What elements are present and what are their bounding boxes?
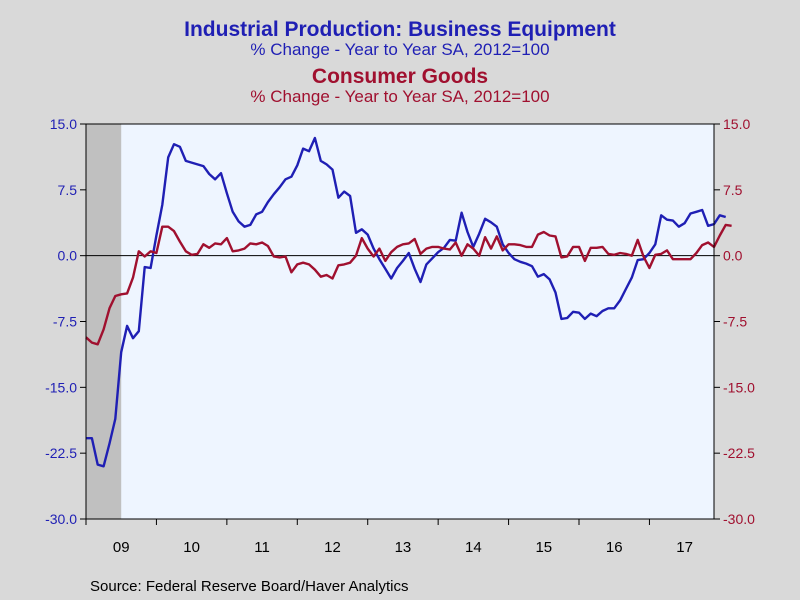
y-tick-label-right: 0.0: [723, 248, 743, 264]
y-tick-label-right: -30.0: [723, 511, 755, 527]
axis-labels-group: 15.0 7.5 0.0 -7.5 -15.0 -22.5 -30.0 15.0 7.5 0.0 -…: [45, 116, 755, 556]
chart-title-secondary: Consumer Goods: [311, 65, 489, 88]
y-tick-label-right: -7.5: [723, 314, 747, 330]
series-line-blue: [86, 136, 727, 468]
x-tick-label: 15: [535, 539, 552, 556]
chart-subtitle-secondary: % Change - Year to Year SA, 2012=100: [250, 87, 550, 106]
chart-title: Industrial Production: Business Equipmen…: [184, 18, 616, 41]
series-group: [85, 136, 732, 468]
recession-shading-group: [86, 124, 122, 519]
x-tick-label: 11: [254, 539, 270, 556]
series-line-red: [85, 223, 732, 346]
y-tick-label-left: -30.0: [45, 511, 77, 527]
chart-subtitle: % Change - Year to Year SA, 2012=100: [250, 40, 550, 59]
x-tick-label: 09: [113, 539, 130, 556]
y-tick-label-left: -15.0: [45, 379, 77, 395]
recession-band: [86, 124, 122, 519]
y-tick-label-left: -7.5: [53, 314, 77, 330]
plot-area: [86, 124, 714, 519]
y-tick-label-right: -15.0: [723, 379, 755, 395]
y-tick-label-right: 7.5: [723, 182, 743, 198]
y-tick-label-right: 15.0: [723, 116, 750, 132]
x-tick-label: 10: [183, 539, 200, 556]
y-tick-label-left: 0.0: [58, 248, 78, 264]
y-tick-label-right: -22.5: [723, 445, 755, 461]
x-tick-label: 13: [395, 539, 412, 556]
y-tick-label-left: -22.5: [45, 445, 77, 461]
x-tick-label: 16: [606, 539, 623, 556]
axis-ticks-group: [80, 123, 720, 525]
x-tick-label: 17: [676, 539, 693, 556]
y-tick-label-left: 7.5: [58, 182, 78, 198]
x-tick-label: 14: [465, 539, 482, 556]
source-note: Source: Federal Reserve Board/Haver Anal…: [90, 578, 409, 595]
x-tick-label: 12: [324, 539, 341, 556]
y-tick-label-left: 15.0: [50, 116, 77, 132]
